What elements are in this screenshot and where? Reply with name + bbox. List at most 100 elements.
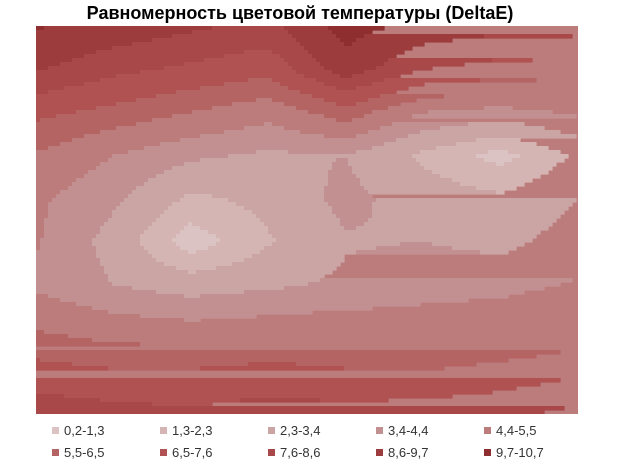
- heatmap-cell: [36, 202, 49, 207]
- heatmap-cell: [36, 166, 97, 171]
- heatmap-cell: [300, 42, 345, 47]
- heatmap-cell: [476, 154, 521, 159]
- heatmap-cell: [88, 170, 165, 175]
- heatmap-cell: [36, 318, 185, 323]
- heatmap-cell: [372, 206, 569, 211]
- heatmap-cell: [48, 294, 185, 299]
- heatmap-cell: [48, 210, 113, 215]
- heatmap-cell: [432, 242, 525, 247]
- heatmap-cell: [360, 178, 453, 183]
- heatmap-cell: [96, 166, 173, 171]
- heatmap-cell: [356, 250, 481, 255]
- heatmap-cell: [36, 342, 141, 347]
- heatmap-cell: [288, 30, 333, 35]
- heatmap-cell: [248, 362, 297, 367]
- heatmap-cell: [148, 250, 189, 255]
- heatmap-cell: [352, 170, 433, 175]
- heatmap-cell: [36, 226, 45, 231]
- heatmap-cell: [40, 118, 153, 123]
- heatmap-cell: [100, 398, 241, 403]
- heatmap-cell: [332, 206, 373, 211]
- heatmap-cell: [84, 54, 225, 59]
- heatmap-cell: [36, 154, 113, 159]
- heatmap-cell: [484, 34, 573, 39]
- heatmap-cell: [36, 162, 101, 167]
- heatmap-cell: [264, 122, 273, 127]
- heatmap-cell: [356, 174, 441, 179]
- heatmap-cell: [36, 46, 113, 51]
- heatmap-cell: [324, 66, 377, 71]
- heatmap-cell: [284, 26, 329, 31]
- legend-label: 8,6-9,7: [388, 444, 429, 460]
- heatmap-cell: [36, 78, 101, 83]
- heatmap-cell: [332, 210, 373, 215]
- heatmap-cell: [212, 194, 325, 199]
- heatmap-cell: [36, 222, 45, 227]
- heatmap-cell: [328, 202, 373, 207]
- heatmap-cell: [340, 38, 357, 43]
- heatmap-cell: [36, 246, 41, 251]
- heatmap-cell: [332, 162, 349, 167]
- heatmap-cell: [36, 194, 57, 199]
- heatmap-cell: [324, 186, 365, 191]
- heatmap-cell: [116, 126, 245, 131]
- legend-row: 0,2-1,3 1,3-2,3 2,3-3,4 3,4-4,4 4,4-5,5: [52, 419, 592, 441]
- heatmap-cell: [412, 154, 477, 159]
- heatmap-cell: [36, 82, 85, 87]
- heatmap-cell: [296, 362, 477, 367]
- heatmap-cell: [36, 302, 77, 307]
- heatmap-cell: [328, 182, 361, 187]
- heatmap-cell: [36, 386, 517, 391]
- heatmap-cell: [520, 154, 569, 159]
- heatmap-cell: [420, 150, 489, 155]
- heatmap-cell: [36, 42, 133, 47]
- heatmap-cell: [36, 138, 73, 143]
- heatmap-cell: [364, 222, 553, 227]
- heatmap-cell: [76, 178, 149, 183]
- heatmap-cell: [152, 402, 213, 407]
- heatmap-cell: [288, 62, 321, 67]
- heatmap-cell: [440, 174, 541, 179]
- heatmap-cell: [240, 398, 321, 403]
- heatmap-cell: [152, 254, 253, 259]
- heatmap-cell: [56, 114, 173, 119]
- heatmap-cell: [308, 50, 405, 55]
- heatmap-cell: [356, 86, 409, 91]
- heatmap-cell: [336, 102, 357, 107]
- heatmap-cell: [284, 286, 545, 291]
- heatmap-cell: [168, 206, 245, 211]
- heatmap-cell: [48, 66, 165, 71]
- heatmap-cell: [320, 62, 385, 67]
- heatmap-cell: [372, 214, 561, 219]
- legend-swatch: [268, 448, 275, 456]
- heatmap-cell: [56, 194, 129, 199]
- heatmap-cell: [336, 118, 353, 123]
- heatmap-cell: [44, 26, 213, 31]
- heatmap-cell: [44, 222, 105, 227]
- heatmap-cell: [132, 190, 325, 195]
- heatmap-cell: [172, 34, 293, 39]
- heatmap-cell: [344, 226, 357, 231]
- heatmap-cell: [324, 82, 373, 87]
- heatmap-cell: [380, 94, 445, 99]
- heatmap-cell: [356, 226, 549, 231]
- heatmap-cell: [36, 150, 129, 155]
- heatmap-cell: [328, 178, 361, 183]
- heatmap-cell: [36, 322, 577, 327]
- heatmap-cell: [372, 210, 565, 215]
- heatmap-cell: [144, 182, 329, 187]
- heatmap-cell: [512, 158, 565, 163]
- heatmap-cell: [132, 286, 285, 291]
- heatmap-cell: [260, 218, 341, 223]
- heatmap-cell: [36, 382, 541, 387]
- heatmap-cell: [108, 366, 201, 371]
- heatmap-cell: [324, 194, 373, 199]
- heatmap-cell: [176, 242, 217, 247]
- heatmap-cell: [136, 122, 265, 127]
- heatmap-cell: [84, 174, 157, 179]
- heatmap-cell: [440, 126, 545, 131]
- heatmap-cell: [324, 190, 369, 195]
- heatmap-cell: [36, 282, 113, 287]
- heatmap-cell: [272, 122, 393, 127]
- heatmap-cell: [188, 270, 197, 275]
